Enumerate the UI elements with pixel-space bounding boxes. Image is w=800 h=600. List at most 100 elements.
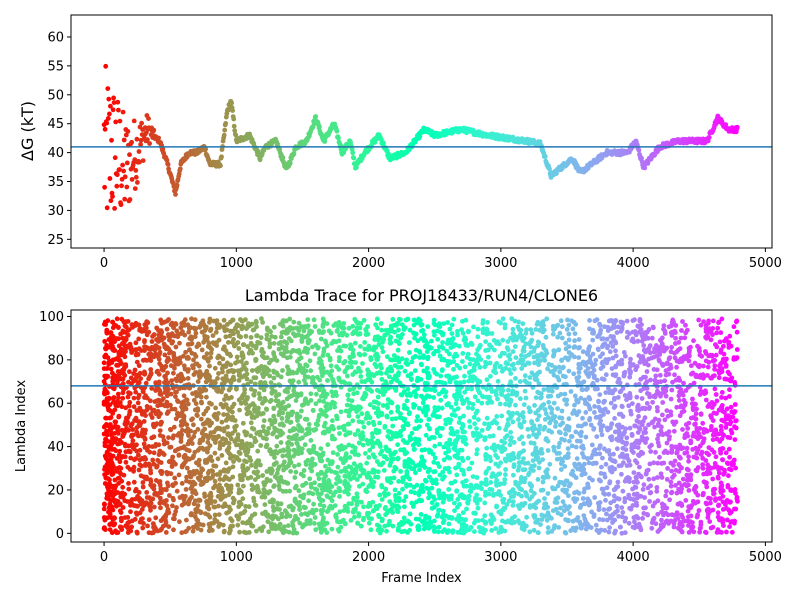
lambda-data-point bbox=[243, 432, 249, 438]
lambda-data-point bbox=[218, 497, 224, 502]
lambda-data-point bbox=[663, 493, 669, 499]
lambda-data-point bbox=[520, 410, 526, 415]
lambda-data-point bbox=[405, 316, 411, 322]
lambda-data-point bbox=[402, 528, 407, 534]
lambda-data-point bbox=[165, 483, 171, 489]
lambda-data-point bbox=[462, 429, 467, 435]
lambda-data-point bbox=[464, 528, 469, 533]
lambda-data-point bbox=[566, 322, 572, 328]
lambda-data-point bbox=[119, 404, 125, 410]
delta-g-data-point bbox=[174, 182, 180, 188]
lambda-data-point bbox=[393, 416, 399, 421]
lambda-data-point bbox=[171, 527, 176, 533]
lambda-data-point bbox=[241, 510, 247, 516]
delta-g-x-tick-label: 2000 bbox=[352, 256, 385, 271]
lambda-data-point bbox=[227, 333, 233, 339]
lambda-data-point bbox=[475, 326, 481, 332]
lambda-data-point bbox=[249, 368, 255, 373]
lambda-data-point bbox=[135, 432, 141, 438]
lambda-data-point bbox=[259, 316, 264, 322]
lambda-data-point bbox=[448, 480, 454, 486]
lambda-data-point bbox=[184, 517, 189, 523]
lambda-data-point bbox=[696, 508, 702, 513]
lambda-data-point bbox=[633, 332, 639, 338]
lambda-data-point bbox=[432, 388, 438, 394]
lambda-data-point bbox=[544, 316, 550, 322]
delta-g-data-point bbox=[106, 96, 112, 102]
lambda-data-point bbox=[437, 433, 443, 439]
lambda-data-point bbox=[664, 488, 669, 494]
lambda-data-point bbox=[296, 367, 301, 373]
lambda-data-point bbox=[710, 418, 716, 423]
lambda-data-point bbox=[395, 365, 401, 370]
delta-g-data-point bbox=[381, 140, 386, 146]
lambda-data-point bbox=[637, 464, 642, 470]
lambda-data-point bbox=[267, 328, 273, 334]
lambda-data-point bbox=[318, 359, 324, 365]
delta-g-y-tick-label: 40 bbox=[47, 146, 64, 161]
lambda-data-point bbox=[132, 367, 138, 373]
lambda-data-point bbox=[549, 388, 555, 394]
lambda-data-point bbox=[718, 480, 724, 486]
lambda-data-point bbox=[121, 472, 127, 478]
lambda-data-point bbox=[321, 349, 327, 355]
delta-g-points bbox=[101, 63, 740, 211]
lambda-data-point bbox=[266, 360, 272, 366]
lambda-data-point bbox=[217, 476, 223, 482]
lambda-data-point bbox=[258, 462, 263, 468]
delta-g-data-point bbox=[223, 121, 229, 126]
lambda-data-point bbox=[582, 397, 588, 403]
lambda-data-point bbox=[474, 426, 479, 431]
lambda-data-point bbox=[396, 370, 401, 376]
lambda-data-point bbox=[488, 458, 493, 464]
delta-g-data-point bbox=[127, 152, 132, 158]
lambda-data-point bbox=[576, 461, 582, 467]
lambda-data-point bbox=[542, 475, 548, 480]
lambda-data-point bbox=[119, 478, 125, 484]
lambda-data-point bbox=[360, 442, 366, 448]
lambda-data-point bbox=[539, 517, 545, 522]
lambda-data-point bbox=[195, 518, 201, 523]
lambda-data-point bbox=[514, 392, 519, 398]
lambda-data-point bbox=[455, 406, 461, 411]
lambda-data-point bbox=[676, 480, 682, 486]
delta-g-data-point bbox=[136, 149, 142, 154]
delta-g-data-point bbox=[117, 167, 122, 172]
lambda-data-point bbox=[380, 349, 386, 355]
lambda-data-point bbox=[117, 470, 123, 475]
delta-g-data-point bbox=[218, 163, 223, 169]
lambda-data-point bbox=[487, 360, 493, 366]
lambda-data-point bbox=[176, 472, 182, 478]
lambda-data-point bbox=[234, 386, 239, 392]
lambda-data-point bbox=[545, 525, 551, 531]
lambda-data-point bbox=[131, 464, 137, 470]
lambda-data-point bbox=[529, 419, 534, 424]
lambda-data-point bbox=[697, 352, 703, 358]
lambda-data-point bbox=[559, 335, 565, 341]
lambda-data-point bbox=[388, 476, 393, 481]
lambda-data-point bbox=[349, 364, 354, 370]
lambda-data-point bbox=[352, 432, 358, 437]
lambda-data-point bbox=[561, 508, 567, 514]
lambda-data-point bbox=[107, 501, 113, 507]
lambda-data-point bbox=[290, 507, 296, 513]
lambda-data-point bbox=[517, 436, 522, 442]
delta-g-x-tick-label: 0 bbox=[100, 256, 108, 271]
lambda-data-point bbox=[614, 446, 620, 452]
lambda-data-point bbox=[167, 493, 172, 498]
lambda-data-point bbox=[517, 486, 523, 492]
lambda-data-point bbox=[434, 501, 440, 507]
lambda-data-point bbox=[652, 416, 658, 422]
lambda-data-point bbox=[483, 493, 488, 498]
lambda-data-point bbox=[479, 480, 484, 486]
lambda-data-point bbox=[219, 419, 225, 425]
lambda-data-point bbox=[635, 402, 641, 408]
lambda-data-point bbox=[715, 325, 721, 331]
lambda-data-point bbox=[194, 393, 200, 399]
lambda-data-point bbox=[489, 389, 495, 394]
lambda-data-point bbox=[607, 349, 613, 355]
lambda-data-point bbox=[645, 512, 651, 518]
lambda-data-point bbox=[489, 528, 495, 533]
lambda-data-point bbox=[492, 418, 497, 424]
lambda-data-point bbox=[406, 460, 412, 465]
